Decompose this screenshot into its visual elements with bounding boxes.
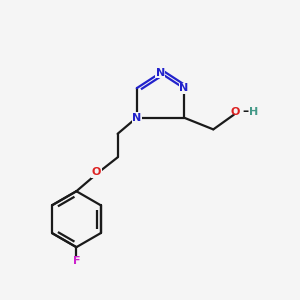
Text: N: N [179, 83, 188, 93]
Text: O: O [92, 167, 101, 177]
Text: N: N [132, 112, 141, 123]
Text: F: F [73, 256, 80, 266]
Text: O: O [230, 107, 240, 117]
Text: –: – [242, 105, 248, 118]
Text: H: H [249, 107, 259, 117]
Text: N: N [156, 68, 165, 78]
